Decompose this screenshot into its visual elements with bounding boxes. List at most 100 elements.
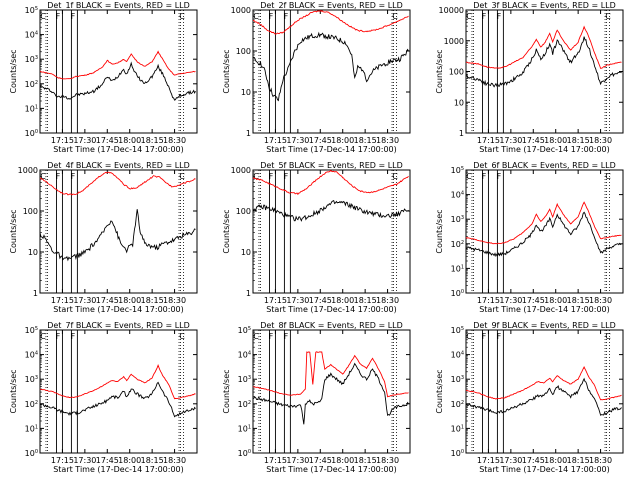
y-tick-label: 101 [25,424,38,433]
y-tick-label: 1 [246,289,251,298]
x-axis-label: Start Time (17-Dec-14 17:00:00) [266,305,397,314]
y-tick-label: 10 [241,248,251,257]
panel-title: Det_6f BLACK = Events, RED = LLD [473,161,616,170]
flag-label: C [466,332,472,341]
flag-label: F [482,12,487,21]
y-tick-label: 103 [451,215,464,224]
x-axis-label: Start Time (17-Dec-14 17:00:00) [479,465,610,474]
flag-label: F [482,172,487,181]
x-tick-label: 18:15 [354,296,377,305]
y-tick-label: 1000 [444,37,464,46]
x-tick-label: 17:30 [73,456,96,465]
x-axis-label: Start Time (17-Dec-14 17:00:00) [53,305,184,314]
flag-label: C [179,332,185,341]
series-line-lld [252,169,409,196]
y-tick-label: 10000 [439,6,464,15]
plot-frame [465,329,624,454]
y-tick-label: 105 [25,326,38,335]
flag-label: F [56,332,61,341]
y-tick-label: 1000 [231,6,251,15]
flag-label: F [56,172,61,181]
x-tick-label: 18:00 [544,136,567,145]
flag-label: F [284,332,289,341]
flag-label: C [179,172,185,181]
x-tick-label: 17:15 [51,296,74,305]
x-tick-label: 18:30 [589,136,612,145]
flag-label: F [269,332,274,341]
x-tick-label: 17:45 [96,456,119,465]
flag-label: C [392,12,398,21]
panel-title: Det_3f BLACK = Events, RED = LLD [473,1,616,10]
series-line-lld [39,364,196,400]
x-tick-label: 17:45 [96,136,119,145]
plot-frame [39,329,198,454]
flag-label: C [40,332,46,341]
x-axis-label: Start Time (17-Dec-14 17:00:00) [53,465,184,474]
detector-panel-2: Det_2f BLACK = Events, RED = LLD 1 10 100 10… [222,1,411,154]
x-tick-label: 18:00 [331,456,354,465]
y-tick-label: 103 [451,375,464,384]
y-tick-label: 102 [451,240,464,249]
x-tick-label: 17:15 [264,456,287,465]
x-tick-label: 17:30 [286,296,309,305]
y-tick-label: 100 [238,449,251,458]
x-tick-label: 17:30 [286,456,309,465]
flag-label: F [284,172,289,181]
panel-title: Det_9f BLACK = Events, RED = LLD [473,321,616,330]
series-line-events [252,199,409,222]
y-axis-label: Counts/sec [222,209,231,253]
x-axis-label: Start Time (17-Dec-14 17:00:00) [266,465,397,474]
x-tick-label: 17:15 [51,456,74,465]
series-line-lld [39,171,196,196]
flag-label: C [253,332,259,341]
y-tick-label: 10 [28,248,38,257]
x-tick-label: 18:15 [567,296,590,305]
x-tick-label: 17:15 [264,136,287,145]
y-tick-label: 10 [241,88,251,97]
y-tick-label: 105 [238,326,251,335]
x-tick-label: 18:15 [141,136,164,145]
detector-panel-3: Det_3f BLACK = Events, RED = LLD 1 10 100 10… [435,1,624,154]
flag-label: C [253,12,259,21]
x-tick-label: 18:00 [544,456,567,465]
y-tick-label: 10 [454,98,464,107]
y-tick-label: 100 [236,47,251,56]
plot-frame [252,329,411,454]
x-tick-label: 17:15 [477,456,500,465]
y-tick-label: 101 [451,264,464,273]
x-tick-label: 18:30 [163,456,186,465]
flag-label: F [71,12,76,21]
x-tick-label: 17:45 [522,456,545,465]
x-tick-label: 17:15 [477,136,500,145]
series-line-lld [465,25,622,69]
plot-frame [252,9,411,134]
flag-label: C [466,172,472,181]
y-tick-label: 103 [25,55,38,64]
flag-label: F [269,12,274,21]
y-tick-label: 1 [33,289,38,298]
detector-panel-8: Det_8f BLACK = Events, RED = LLD 100 101 10… [222,321,411,474]
y-tick-label: 101 [238,424,251,433]
detector-panel-1: Det_1f BLACK = Events, RED = LLD 100 101 10… [9,1,198,154]
y-tick-label: 100 [449,68,464,77]
detector-panel-6: Det_6f BLACK = Events, RED = LLD 100 101 10… [435,161,624,314]
series-line-events [465,36,622,88]
detector-panel-5: Det_5f BLACK = Events, RED = LLD 1 10 100 10… [222,161,411,314]
x-tick-label: 17:30 [499,296,522,305]
x-tick-label: 17:45 [96,296,119,305]
y-tick-label: 100 [451,289,464,298]
y-tick-label: 1 [459,129,464,138]
y-tick-label: 103 [25,375,38,384]
x-tick-label: 18:00 [331,296,354,305]
flag-label: F [482,332,487,341]
x-axis-label: Start Time (17-Dec-14 17:00:00) [266,145,397,154]
y-tick-label: 1000 [231,166,251,175]
x-tick-label: 18:15 [354,136,377,145]
flag-label: F [56,12,61,21]
series-line-lld [39,50,196,80]
panel-title: Det_1f BLACK = Events, RED = LLD [47,1,190,10]
series-line-events [465,211,622,258]
x-axis-label: Start Time (17-Dec-14 17:00:00) [479,145,610,154]
x-tick-label: 18:30 [376,296,399,305]
y-axis-label: Counts/sec [435,49,444,93]
